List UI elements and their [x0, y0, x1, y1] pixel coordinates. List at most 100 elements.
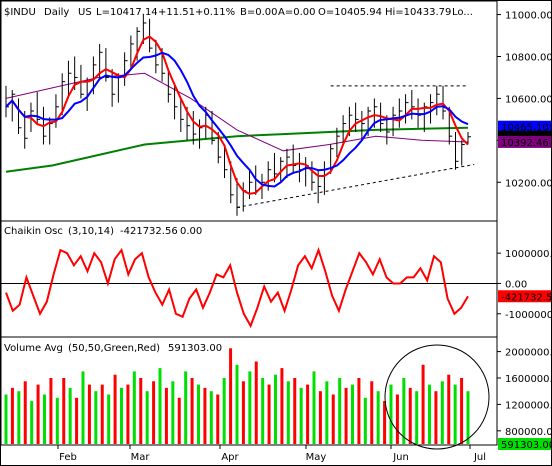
price-ytick-label: 10600.00 [505, 94, 552, 105]
x-axis: Feb Mar Apr May Jun Jul [57, 445, 486, 463]
volume-bar [30, 401, 34, 444]
volume-label: Volume Avg [4, 343, 63, 354]
volume-bar [376, 391, 380, 444]
volume-bar [389, 384, 393, 444]
header-symbol: $INDU [4, 7, 36, 18]
volume-bar [357, 378, 361, 444]
volume-bar [293, 378, 297, 444]
header-low: Lo... [452, 7, 473, 18]
volume-bar [299, 387, 303, 444]
volume-bar [395, 394, 399, 444]
volume-bar [280, 368, 284, 444]
volume-bar [209, 391, 213, 444]
x-tick-label: May [306, 452, 327, 463]
volume-bar [171, 381, 175, 444]
volume-bar [338, 378, 342, 444]
volume-bar [261, 378, 265, 444]
chaikin-ytick-label: -1000000.00 [505, 310, 552, 321]
volume-bar [312, 371, 316, 444]
header-high: Hi=10433.79 [385, 7, 451, 18]
header-change: +11.51 [158, 7, 195, 18]
chaikin-panel: 1000000.00 0.00 -1000000.00 -421732.56 Chai… [0, 220, 552, 338]
volume-bar [254, 361, 258, 444]
chaikin-value2: 0.00 [180, 226, 202, 237]
chaikin-last-box [498, 290, 551, 303]
volume-bar [351, 384, 354, 444]
volume-bar [453, 384, 457, 444]
volume-bar [286, 381, 290, 444]
volume-bar [132, 371, 136, 444]
volume-bar [363, 397, 367, 444]
volume-bar [158, 368, 162, 444]
volume-bar [100, 384, 104, 444]
volume-bar [440, 381, 444, 444]
volume-last-box-label: 591303.00 [501, 440, 552, 451]
chaikin-params: (3,10,14) [68, 226, 114, 237]
volume-bar [331, 394, 335, 444]
volume-bar [68, 387, 72, 444]
trend-line [236, 163, 475, 208]
volume-bar [17, 391, 21, 444]
chaikin-line [5, 247, 469, 329]
volume-bar [402, 378, 406, 444]
volume-bar [164, 387, 168, 444]
price-box-label: 10465.10 [501, 123, 549, 134]
volume-bar [152, 381, 156, 444]
volume-bar [81, 371, 85, 444]
volume-bar [408, 387, 412, 444]
x-tick-label: Jun [392, 452, 409, 463]
volume-bar [460, 378, 464, 444]
volume-bar [428, 384, 431, 444]
price-box [498, 135, 551, 148]
volume-bar [248, 371, 252, 444]
volume-bar [216, 394, 220, 444]
price-box [498, 120, 551, 133]
header-interval: Daily [44, 7, 69, 18]
volume-bar [145, 391, 149, 444]
volume-bar [107, 394, 111, 444]
volume-bar [325, 381, 329, 444]
volume-ytick-label: 1200000.00 [505, 400, 552, 411]
price-ytick-label: 10200.00 [505, 178, 552, 189]
x-tick-label: Mar [131, 452, 151, 463]
volume-bar [370, 381, 374, 444]
short-moving-average [5, 51, 469, 188]
volume-bar [235, 364, 239, 444]
price-box-label: 10392.46 [501, 138, 549, 149]
chaikin-ytick-label: 1000000.00 [505, 249, 552, 260]
volume-bar [49, 378, 53, 444]
x-tick-label: Feb [59, 452, 77, 463]
volume-bar [383, 401, 387, 444]
volume-params: (50,50,Green,Red) [68, 343, 160, 354]
volume-bar [62, 378, 66, 444]
volume-bar [87, 384, 91, 444]
volume-bar [75, 397, 79, 444]
volume-bar [184, 371, 188, 444]
volume-bar [126, 384, 130, 444]
volume-bar [241, 381, 245, 444]
volume-bar [447, 374, 451, 444]
chaikin-ytick-label: 0.00 [505, 279, 527, 290]
price-panel: 10200.00 10600.00 10800.00 11000.00 10465.10… [0, 0, 552, 222]
volume-bar [177, 397, 181, 444]
chaikin-value: -421732.56 [120, 226, 178, 237]
chaikin-label: Chaikin Osc [4, 226, 63, 237]
x-tick-label: Jul [473, 452, 486, 463]
volume-bar [344, 387, 348, 444]
volume-bar [229, 348, 233, 444]
volume-bar [203, 387, 207, 444]
volume-bar [434, 391, 438, 444]
volume-bar [43, 394, 46, 444]
volume-bar [113, 374, 117, 444]
volume-bar [139, 378, 143, 444]
volume-bar [267, 384, 271, 444]
price-ytick-label: 11000.00 [505, 11, 552, 22]
volume-bar [36, 384, 40, 444]
volume-bar [318, 391, 322, 444]
volume-ytick-label: 2000000.00 [505, 348, 552, 359]
header-open: O=10405.94 [318, 7, 382, 18]
volume-bar [222, 378, 226, 444]
volume-bar [23, 381, 27, 444]
chaikin-last-box-label: -421732.56 [501, 292, 552, 303]
